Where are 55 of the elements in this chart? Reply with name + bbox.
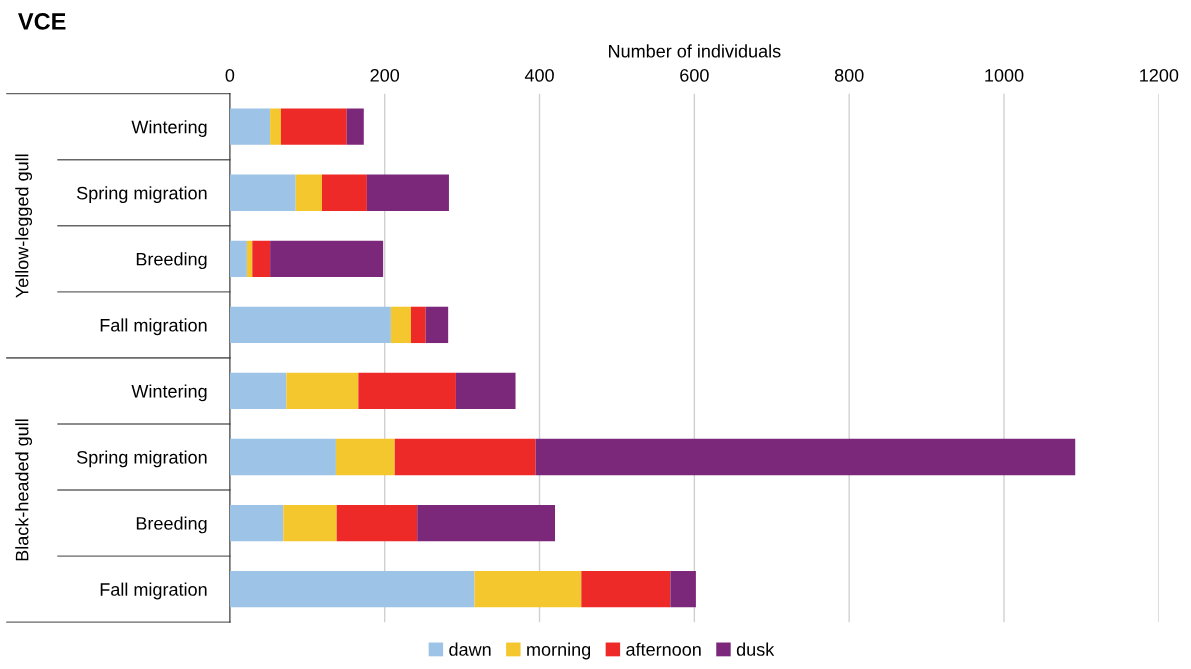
bar (346, 108, 364, 145)
bar (366, 174, 449, 211)
legend-label: dawn (449, 642, 491, 656)
y-tick-label: Fall migration (100, 582, 207, 600)
bar (295, 174, 322, 211)
bar (283, 504, 337, 542)
x-tick-label: 0 (225, 68, 235, 82)
x-tick-label: 600 (680, 68, 709, 82)
bar (280, 108, 347, 145)
legend-label: dusk (736, 642, 775, 656)
y-tick-label: Breeding (136, 252, 207, 270)
legend-label: afternoon (626, 642, 701, 656)
bar (390, 306, 412, 344)
bar (535, 438, 1076, 476)
x-tick-label: 800 (834, 68, 864, 82)
bar (229, 240, 247, 277)
text: Yellow-legged gull (15, 154, 33, 298)
chart-title: VCE (18, 13, 66, 30)
bar (229, 438, 336, 476)
y-tick-label: Wintering (131, 120, 207, 137)
x-tick-label: 1000 (985, 68, 1024, 82)
x-tick-label: 200 (370, 68, 400, 82)
bar (336, 504, 418, 542)
bar (321, 174, 367, 211)
bar (252, 240, 271, 277)
bar (455, 372, 516, 410)
bar (581, 570, 671, 608)
bar (270, 108, 281, 145)
bar (229, 372, 287, 410)
bar (246, 240, 253, 277)
bar (229, 174, 296, 211)
bar (474, 570, 582, 608)
bar (358, 372, 456, 410)
y-tick-label: Spring migration (77, 450, 207, 468)
y-tick-label: Fall migration (100, 318, 207, 336)
bar (394, 438, 536, 476)
text: Black-headed gull (15, 419, 33, 561)
bar (417, 504, 556, 542)
bar (425, 306, 449, 344)
bar (229, 504, 284, 542)
bar (335, 438, 395, 476)
y-tick-label: Breeding (136, 516, 207, 534)
bar (411, 306, 426, 344)
bar (270, 240, 384, 277)
x-tick-label: 1200 (1140, 68, 1179, 82)
bar (229, 108, 271, 145)
bar (670, 570, 696, 608)
legend-label: morning (527, 642, 591, 660)
bar (286, 372, 359, 410)
bar (229, 570, 475, 608)
y-tick-label: Spring migration (77, 186, 207, 204)
bar (229, 306, 391, 344)
x-axis-title: Number of individuals (609, 44, 781, 58)
x-tick-label: 400 (524, 68, 554, 82)
y-tick-label: Wintering (131, 384, 207, 402)
